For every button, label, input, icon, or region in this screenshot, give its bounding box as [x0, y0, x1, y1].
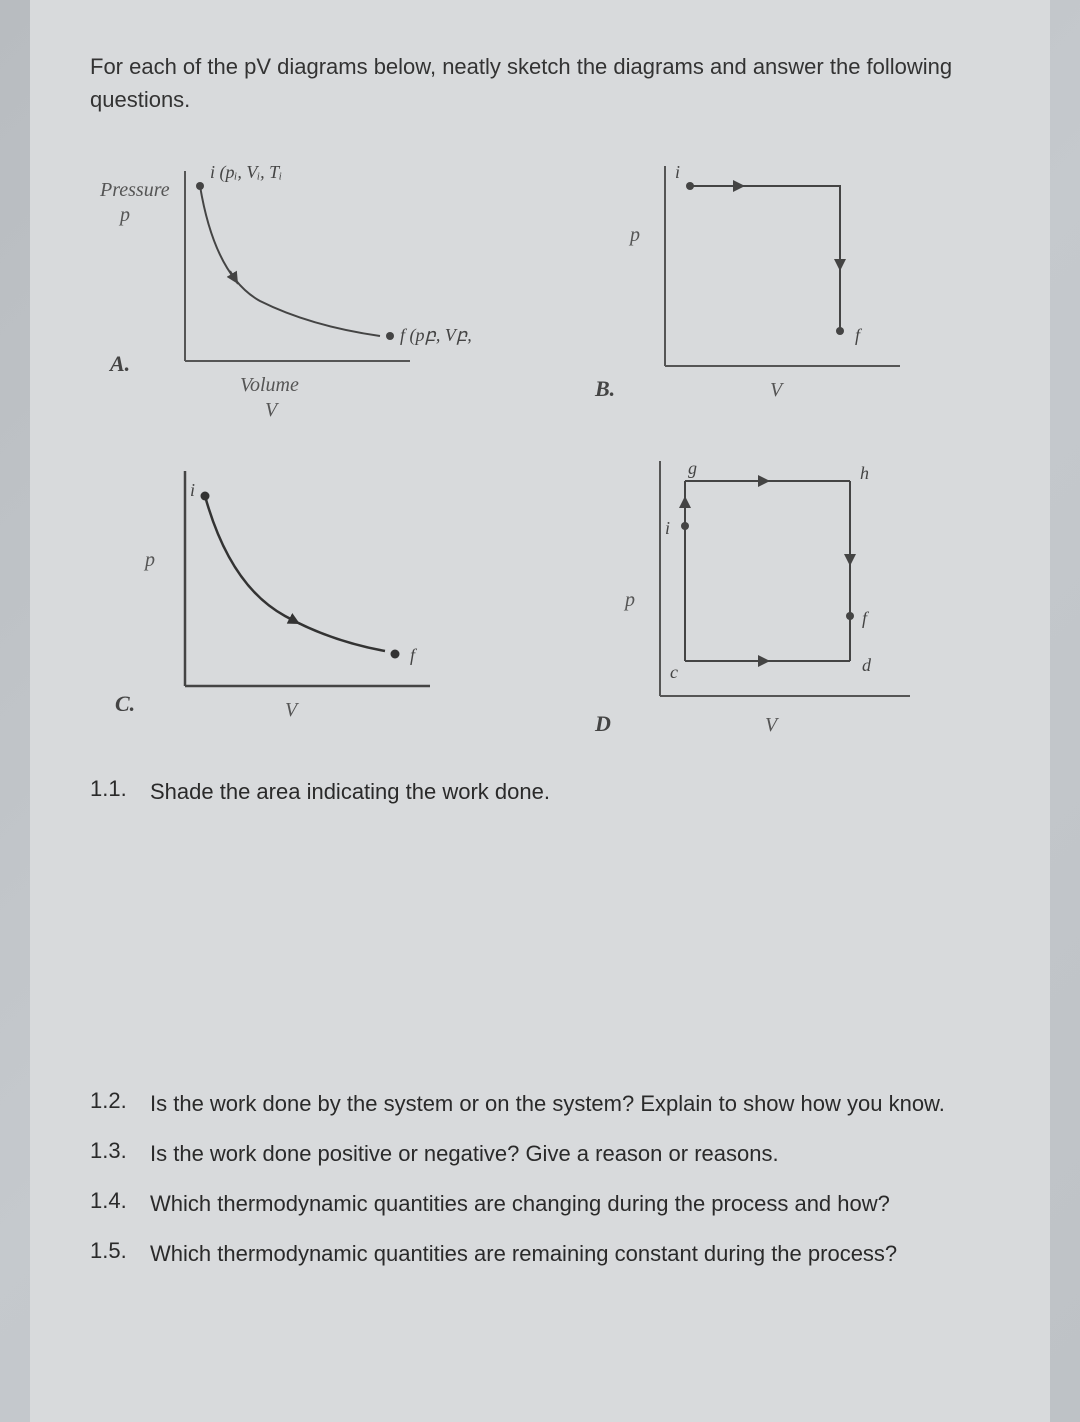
instructions-text: For each of the pV diagrams below, neatl… [90, 50, 990, 116]
q-num: 1.5. [90, 1238, 150, 1270]
A-xlabel2: V [265, 399, 280, 421]
A-i-label: i (pᵢ, Vᵢ, Tᵢ [210, 162, 282, 183]
question-1-4: 1.4. Which thermodynamic quantities are … [90, 1188, 990, 1220]
q-num: 1.4. [90, 1188, 150, 1220]
B-xlabel: V [770, 379, 785, 401]
C-f-label: f [410, 645, 418, 665]
D-f: f [862, 608, 870, 628]
B-label: B. [594, 376, 615, 401]
C-i-label: i [190, 480, 195, 500]
diagram-B-svg: p i f V B. [570, 146, 1010, 426]
q-text: Which thermodynamic quantities are chang… [150, 1188, 990, 1220]
D-c: c [670, 662, 678, 682]
q-text: Is the work done by the system or on the… [150, 1088, 990, 1120]
diagram-D-svg: p i g h f d c V D [570, 446, 1010, 746]
A-ylabel1: Pressure [99, 179, 170, 201]
question-1-2: 1.2. Is the work done by the system or o… [90, 1088, 990, 1120]
C-label: C. [115, 691, 135, 716]
q-text: Is the work done positive or negative? G… [150, 1138, 990, 1170]
diagram-B: p i f V B. [570, 146, 1010, 426]
A-f-label: f (pբ, Vբ, [400, 325, 472, 346]
A-label: A. [108, 351, 130, 376]
q-num: 1.1. [90, 776, 150, 808]
diagram-C: p i f V C. [90, 446, 530, 726]
D-g: g [688, 458, 697, 478]
question-1-5: 1.5. Which thermodynamic quantities are … [90, 1238, 990, 1270]
B-f-label: f [855, 325, 863, 345]
diagram-D: p i g h f d c V D [570, 446, 1010, 726]
D-i: i [665, 518, 670, 538]
D-xlabel: V [765, 714, 780, 736]
D-h: h [860, 463, 869, 483]
page-container: For each of the pV diagrams below, neatl… [30, 0, 1050, 1422]
D-ylabel: p [623, 589, 635, 611]
diagram-A: Pressure p i (pᵢ, Vᵢ, Tᵢ f (pբ, Vբ, Volu… [90, 146, 530, 426]
A-ylabel2: p [118, 204, 130, 226]
B-ylabel: p [628, 224, 640, 246]
C-ylabel: p [143, 549, 155, 571]
q-num: 1.2. [90, 1088, 150, 1120]
A-xlabel1: Volume [240, 374, 299, 396]
diagram-C-svg: p i f V C. [90, 446, 530, 746]
diagrams-grid: Pressure p i (pᵢ, Vᵢ, Tᵢ f (pբ, Vբ, Volu… [90, 146, 990, 726]
q-text: Which thermodynamic quantities are remai… [150, 1238, 990, 1270]
D-label: D [594, 711, 611, 736]
B-i-label: i [675, 162, 680, 182]
q-text: Shade the area indicating the work done. [150, 776, 990, 808]
question-1-1: 1.1. Shade the area indicating the work … [90, 776, 990, 808]
C-xlabel: V [285, 699, 300, 721]
q-num: 1.3. [90, 1138, 150, 1170]
questions-list: 1.1. Shade the area indicating the work … [90, 776, 990, 1269]
D-d: d [862, 655, 872, 675]
diagram-A-svg: Pressure p i (pᵢ, Vᵢ, Tᵢ f (pբ, Vբ, Volu… [90, 146, 530, 426]
question-1-3: 1.3. Is the work done positive or negati… [90, 1138, 990, 1170]
